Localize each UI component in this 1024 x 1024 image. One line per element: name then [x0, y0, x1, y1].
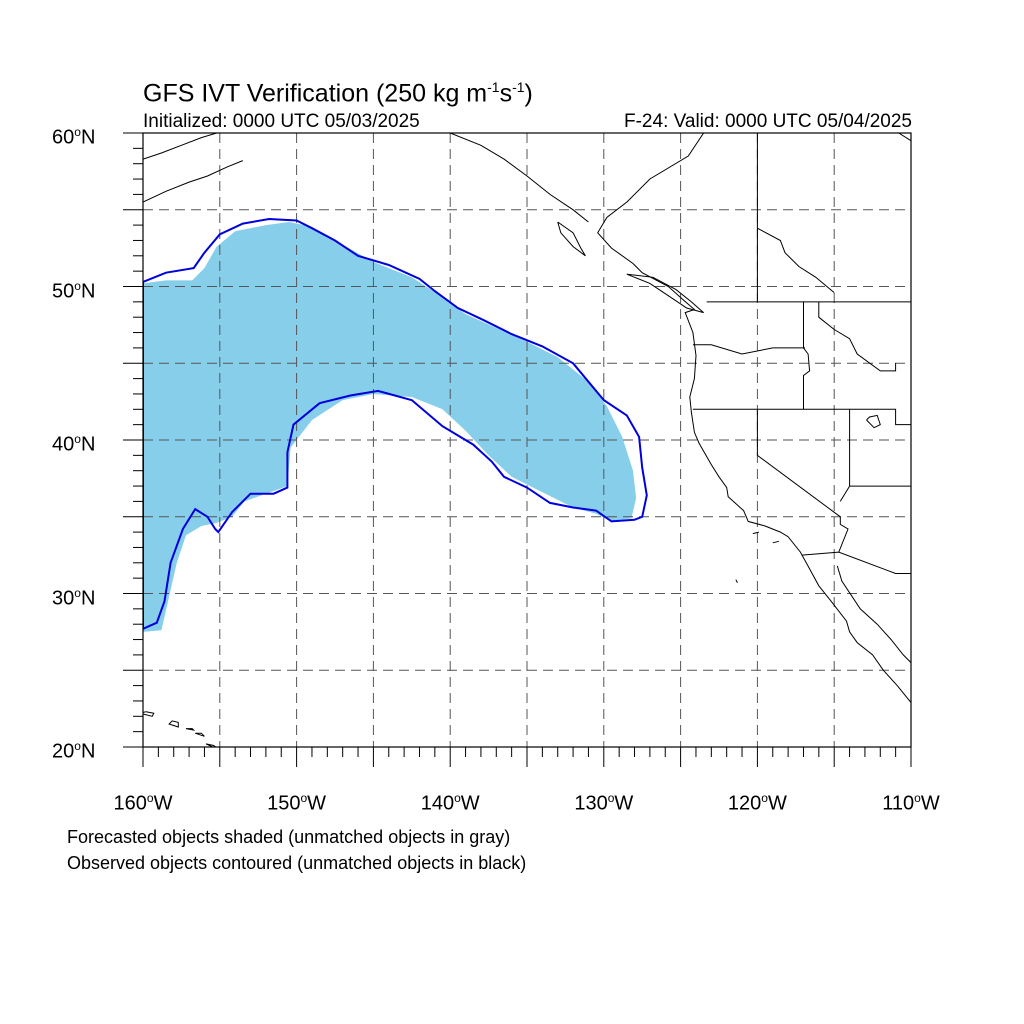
degree-symbol: o — [74, 585, 81, 600]
political-border — [818, 301, 897, 372]
lake-or-island — [735, 579, 738, 584]
degree-symbol: o — [74, 125, 81, 139]
lake-or-island — [752, 531, 760, 535]
title-close: ) — [524, 79, 533, 108]
lat-label-degrees: 20 — [52, 740, 75, 763]
observed-note: Observed objects contoured (unmatched ob… — [67, 853, 527, 873]
lon-label-degrees: 140 — [420, 792, 455, 815]
title-unit-s: s — [499, 79, 513, 108]
degree-symbol: o — [300, 791, 308, 805]
island-outline — [626, 273, 704, 314]
political-border — [839, 409, 851, 502]
canada-boundary — [898, 133, 911, 142]
hemisphere-letter: W — [460, 792, 480, 815]
hemisphere-letter: N — [80, 587, 96, 610]
title-exponent-2: -1 — [512, 79, 525, 95]
island-outline — [557, 221, 586, 257]
lat-label-degrees: 30 — [52, 587, 75, 610]
forecast-note: Forecasted objects shaded (unmatched obj… — [67, 827, 511, 847]
observed-objects-layer — [143, 217, 648, 630]
lat-label-degrees: 60 — [52, 126, 75, 149]
southeast-alaska-coastline — [450, 133, 589, 223]
gulf-of-california-coastline — [836, 565, 911, 663]
hemisphere-letter: W — [307, 792, 327, 815]
lon-label-degrees: 160 — [113, 792, 147, 815]
canada-boundary — [757, 227, 835, 293]
degree-symbol: o — [74, 739, 81, 753]
degree-symbol: o — [607, 791, 615, 805]
hemisphere-letter: W — [614, 792, 634, 815]
hemisphere-letter: W — [767, 792, 787, 815]
lat-label-50: 50oN — [52, 276, 95, 302]
hawaii-island — [168, 720, 179, 728]
map-frame-layer — [123, 132, 912, 767]
map-title: GFS IVT Verification (250 kg m-1s-1) — [143, 72, 533, 108]
hawaii-island — [205, 743, 217, 747]
lon-label-degrees: 120 — [727, 792, 762, 815]
lon-label-degrees: 130 — [574, 792, 608, 815]
alaska-peninsula-coastline — [143, 160, 243, 203]
observed-object-contour — [143, 217, 648, 630]
lake-or-island — [866, 414, 881, 429]
forecast-objects-layer — [143, 222, 637, 632]
degree-symbol: o — [146, 791, 154, 805]
coastline-layer — [143, 133, 911, 747]
political-border — [756, 409, 849, 553]
degree-symbol: o — [454, 791, 461, 805]
title-exponent-1: -1 — [487, 79, 500, 95]
degree-symbol: o — [914, 791, 921, 805]
degree-symbol: o — [74, 432, 81, 446]
political-border — [803, 301, 811, 410]
lon-label-degrees: 150 — [267, 792, 301, 815]
initialized-time: Initialized: 0000 UTC 05/03/2025 — [143, 111, 420, 132]
west-coast-coastline — [597, 133, 911, 703]
graticule-layer — [143, 133, 911, 747]
valid-time: F-24: Valid: 0000 UTC 05/04/2025 — [624, 111, 912, 132]
hemisphere-letter: N — [80, 280, 96, 303]
lon-label-160: 160oW — [114, 788, 173, 814]
political-border — [692, 344, 805, 355]
lon-label-120: 120oW — [728, 788, 787, 814]
hawaii-island — [195, 732, 205, 737]
lon-label-degrees: 110 — [882, 792, 915, 815]
hawaii-island — [143, 711, 155, 717]
lat-label-30: 30oN — [52, 583, 95, 609]
hawaii-island — [185, 728, 196, 731]
forecast-object — [143, 222, 637, 632]
lat-label-degrees: 40 — [52, 433, 75, 456]
lat-label-60: 60oN — [52, 122, 95, 148]
lake-or-island — [772, 540, 780, 544]
degree-symbol: o — [74, 278, 81, 293]
lat-label-degrees: 50 — [52, 280, 75, 303]
lon-label-140: 140oW — [421, 788, 480, 814]
title-text: GFS IVT Verification (250 kg m — [143, 79, 488, 108]
lon-label-130: 130oW — [574, 788, 633, 814]
hemisphere-letter: N — [80, 433, 96, 456]
alaska-coastline — [143, 133, 217, 160]
lat-label-20: 20oN — [52, 736, 95, 762]
lat-label-40: 40oN — [52, 429, 95, 455]
lon-label-150: 150oW — [267, 788, 326, 814]
hemisphere-letter: W — [920, 792, 940, 815]
political-border — [801, 551, 911, 574]
degree-symbol: o — [761, 791, 768, 805]
political-border — [692, 408, 911, 426]
hemisphere-letter: N — [80, 126, 96, 149]
lon-label-110: 110oW — [882, 788, 939, 814]
hemisphere-letter: N — [80, 740, 96, 763]
hemisphere-letter: W — [153, 792, 173, 815]
